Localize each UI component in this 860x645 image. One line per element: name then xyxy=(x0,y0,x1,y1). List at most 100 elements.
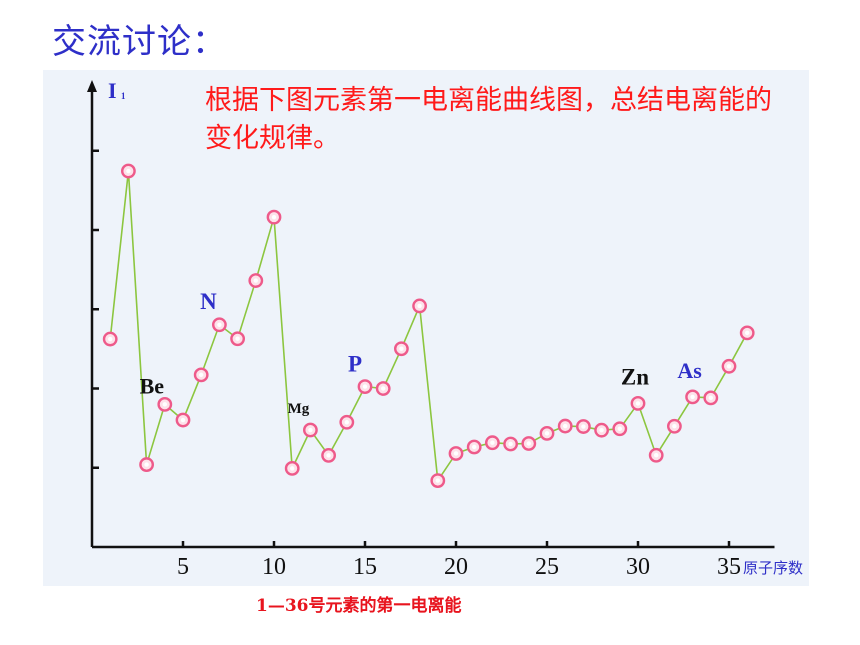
data-point-highlight xyxy=(599,427,604,433)
data-point-highlight xyxy=(344,420,349,425)
discussion-question: 根据下图元素第一电离能曲线图，总结电离能的变化规律。 xyxy=(205,85,772,154)
data-point-highlight xyxy=(253,278,258,283)
data-point-highlight xyxy=(199,372,204,378)
data-point xyxy=(393,341,409,357)
data-point xyxy=(721,358,737,374)
data-point-highlight xyxy=(235,336,240,341)
data-points xyxy=(102,163,755,488)
x-tick-label: 15 xyxy=(353,554,377,580)
x-tick-label: 30 xyxy=(626,554,650,580)
data-point-highlight xyxy=(490,440,495,445)
data-point-highlight xyxy=(217,322,222,327)
data-point xyxy=(521,436,537,451)
data-point-highlight xyxy=(544,431,550,436)
data-point xyxy=(503,436,518,452)
data-point-highlight xyxy=(308,427,313,433)
data-point xyxy=(557,418,573,434)
data-point-highlight xyxy=(271,214,277,220)
data-point xyxy=(685,389,700,405)
data-point xyxy=(539,425,555,441)
x-axis-ticks: 5 10 15 20 25 30 35 xyxy=(177,541,741,580)
y-axis-label: I xyxy=(108,78,117,103)
data-point-highlight xyxy=(399,346,404,351)
data-point xyxy=(102,331,118,347)
chart-panel xyxy=(43,70,809,586)
data-point-highlight xyxy=(581,424,586,429)
x-tick-label: 5 xyxy=(177,554,189,580)
data-point-highlight xyxy=(417,303,422,309)
data-point-highlight xyxy=(726,364,732,369)
element-label-zn: Zn xyxy=(621,364,649,389)
element-label-mg: Mg xyxy=(288,401,310,417)
data-point xyxy=(211,317,227,333)
data-point-highlight xyxy=(508,441,513,447)
data-point-highlight xyxy=(617,426,622,431)
data-point xyxy=(375,381,391,396)
data-point xyxy=(193,367,209,383)
data-point xyxy=(612,421,628,437)
data-point xyxy=(321,447,336,463)
chart-axes: 5 10 15 20 25 30 35 xyxy=(87,80,775,580)
data-point xyxy=(630,395,646,411)
data-point xyxy=(484,435,500,451)
data-point xyxy=(703,390,719,406)
data-point-highlight xyxy=(108,336,113,342)
element-label-be: Be xyxy=(140,373,165,398)
data-point xyxy=(576,419,591,434)
data-point-highlight xyxy=(672,424,677,429)
data-point xyxy=(284,460,300,476)
data-point-highlight xyxy=(326,453,331,458)
x-tick-label: 35 xyxy=(717,554,741,580)
data-point xyxy=(139,457,155,472)
data-point-highlight xyxy=(162,402,167,407)
data-point xyxy=(739,325,755,341)
data-point-highlight xyxy=(708,395,713,401)
data-point-highlight xyxy=(180,417,186,423)
data-point-highlight xyxy=(635,401,641,406)
x-tick-label: 10 xyxy=(262,554,286,580)
data-point xyxy=(120,163,136,179)
data-point xyxy=(430,473,446,488)
data-point xyxy=(339,414,355,430)
data-point-highlight xyxy=(144,462,149,467)
data-point-highlight xyxy=(453,451,459,456)
series-line xyxy=(109,170,748,483)
element-label-as: As xyxy=(677,358,702,383)
element-label-p: P xyxy=(348,352,362,377)
data-point-highlight xyxy=(362,384,368,389)
element-label-n: N xyxy=(200,289,217,314)
data-point xyxy=(302,422,318,438)
data-point xyxy=(266,209,282,225)
data-point-highlight xyxy=(745,330,750,336)
x-tick-label: 20 xyxy=(444,554,468,580)
data-point-highlight xyxy=(654,453,659,458)
data-point xyxy=(157,396,173,412)
data-point xyxy=(248,273,264,288)
y-axis-ticks xyxy=(92,149,99,469)
data-point xyxy=(448,446,464,461)
x-tick-label: 25 xyxy=(535,554,559,580)
y-axis-arrow xyxy=(87,80,97,92)
y-axis-label-subscript: 1 xyxy=(121,91,126,101)
data-point xyxy=(648,447,664,463)
element-annotations: Be N Mg P Zn As xyxy=(140,289,703,417)
series-ionization-energy xyxy=(102,163,755,488)
data-point-highlight xyxy=(563,423,568,429)
chart-caption: 1—36号元素的第一电离能 xyxy=(256,596,462,616)
data-point-highlight xyxy=(126,168,131,174)
data-point-highlight xyxy=(472,444,477,450)
slide-title: 交流讨论： xyxy=(52,22,227,62)
data-point-highlight xyxy=(290,466,295,471)
x-axis-label: 原子序数 xyxy=(743,559,803,577)
data-point-highlight xyxy=(435,478,440,483)
data-point xyxy=(175,412,191,428)
data-point xyxy=(667,418,682,434)
data-point xyxy=(594,422,609,438)
data-point-highlight xyxy=(526,441,531,446)
data-point-highlight xyxy=(381,386,386,391)
data-point xyxy=(412,298,427,314)
data-point xyxy=(230,331,246,347)
data-point-highlight xyxy=(690,394,695,400)
data-point xyxy=(466,439,482,455)
